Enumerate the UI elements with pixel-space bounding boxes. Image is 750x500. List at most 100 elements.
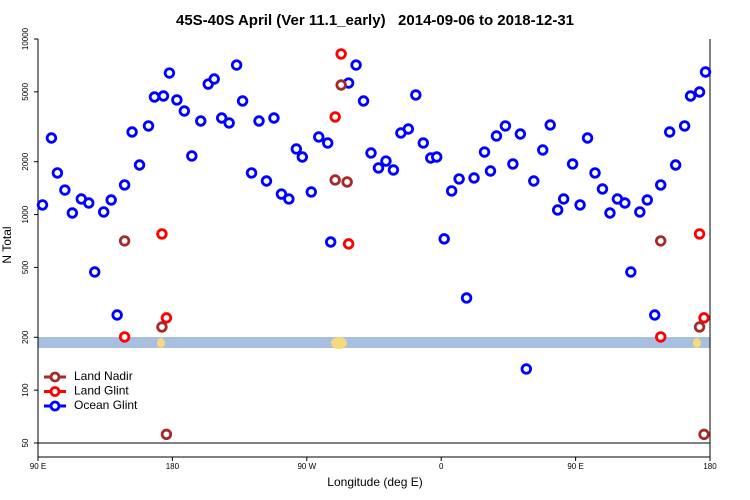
data-point	[693, 86, 706, 98]
data-point	[589, 167, 601, 179]
data-point	[634, 206, 646, 218]
data-point	[324, 236, 337, 248]
data-point	[693, 228, 706, 240]
data-point	[105, 194, 117, 206]
land-blob	[157, 338, 165, 348]
data-point	[507, 158, 519, 170]
data-point	[260, 175, 273, 187]
data-point	[445, 185, 458, 197]
data-point	[453, 173, 465, 185]
y-tick-label: 100	[21, 383, 30, 397]
legend-marker	[49, 386, 61, 397]
data-point	[678, 120, 691, 132]
land-blob	[693, 338, 701, 348]
data-point	[557, 193, 570, 205]
data-point	[684, 90, 697, 102]
data-point	[581, 132, 594, 144]
data-point	[118, 179, 131, 191]
chart-title: 45S-40S April (Ver 11.1_early) 2014-09-0…	[176, 12, 574, 29]
surface-band	[38, 337, 710, 348]
data-point	[98, 206, 110, 218]
data-point	[649, 309, 661, 321]
y-tick-label: 50	[21, 438, 30, 447]
data-point	[51, 167, 64, 179]
legend-label: Land Glint	[74, 384, 129, 398]
data-point	[699, 66, 712, 78]
data-point	[36, 199, 49, 211]
x-tick-label: 180	[166, 462, 180, 471]
data-point	[118, 331, 131, 343]
data-point	[268, 112, 280, 124]
data-point	[215, 112, 228, 124]
data-point	[133, 159, 146, 171]
y-tick-label: 1000	[21, 205, 30, 223]
data-point	[208, 73, 220, 85]
data-point	[484, 165, 497, 177]
x-tick-label: 0	[439, 462, 444, 471]
y-tick-label: 10000	[21, 27, 30, 50]
x-tick-label: 90 W	[297, 462, 316, 471]
data-point	[655, 235, 667, 247]
data-point	[655, 179, 667, 191]
data-point	[596, 183, 609, 195]
data-point	[372, 162, 385, 174]
legend-marker	[49, 400, 61, 412]
data-point	[431, 151, 443, 163]
data-point	[223, 117, 235, 129]
data-point	[66, 207, 79, 219]
y-tick-label: 500	[21, 260, 30, 274]
data-point	[160, 428, 173, 441]
data-point	[520, 363, 533, 375]
data-point	[341, 176, 353, 188]
data-point	[478, 146, 491, 158]
data-point	[641, 194, 653, 206]
data-point	[698, 428, 710, 441]
data-point	[468, 172, 480, 184]
x-tick-label: 90 E	[567, 462, 583, 471]
data-point	[83, 197, 95, 209]
data-point	[566, 158, 579, 170]
data-point	[544, 119, 556, 131]
data-point	[236, 95, 249, 107]
data-point	[402, 123, 415, 135]
data-point	[698, 312, 710, 324]
data-point	[195, 115, 207, 127]
data-point	[574, 199, 586, 211]
data-point	[313, 131, 325, 143]
axes	[37, 39, 711, 458]
data-point	[490, 130, 503, 142]
data-point	[89, 266, 101, 278]
data-point	[230, 59, 243, 71]
data-point	[663, 126, 676, 138]
x-tick-label: 90 E	[30, 462, 46, 471]
legend-marker	[49, 371, 61, 383]
data-point	[528, 175, 540, 187]
data-point	[148, 91, 161, 103]
x-tick-label: 180	[703, 462, 717, 471]
data-point	[537, 144, 549, 156]
data-point	[410, 89, 422, 101]
data-point	[604, 207, 616, 219]
data-point	[157, 90, 170, 102]
data-point	[111, 309, 123, 321]
data-point	[253, 115, 265, 127]
data-point	[245, 167, 258, 179]
data-point	[329, 174, 341, 186]
data-point	[387, 164, 400, 176]
legend-label: Ocean Glint	[74, 398, 138, 412]
y-tick-label: 200	[21, 330, 30, 344]
data-point	[460, 292, 473, 304]
data-point	[329, 111, 341, 123]
data-point	[296, 151, 309, 163]
data-point	[357, 95, 370, 107]
data-point	[171, 94, 183, 106]
data-point	[156, 228, 168, 240]
data-point	[438, 233, 450, 245]
data-point	[693, 321, 706, 333]
data-point	[619, 197, 631, 209]
data-point	[156, 321, 168, 333]
data-point	[625, 266, 637, 278]
